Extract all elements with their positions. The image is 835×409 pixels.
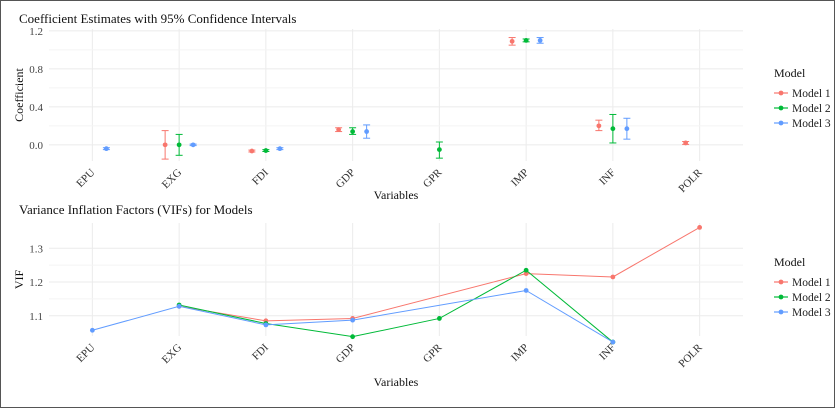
legend-entry-label: Model 2 xyxy=(792,103,831,115)
panel-1 xyxy=(49,29,788,161)
legend-title: Model xyxy=(774,66,806,80)
legend-entry-label: Model 3 xyxy=(792,307,831,319)
data-point xyxy=(436,316,442,321)
x-tick-label: POLR xyxy=(676,341,705,370)
x-tick-label: GPR xyxy=(421,341,445,365)
x-tick-label: GPR xyxy=(421,166,445,190)
legend-entry-label: Model 1 xyxy=(792,277,831,289)
x-tick-label: GDP xyxy=(334,167,358,191)
data-point xyxy=(537,37,543,43)
data-point xyxy=(190,142,196,148)
y-axis-label: Coefficient xyxy=(12,67,26,121)
data-point xyxy=(263,322,269,328)
data-point xyxy=(350,317,356,323)
data-point xyxy=(523,37,529,43)
data-point xyxy=(350,334,356,340)
series-line-model-3 xyxy=(92,289,614,343)
x-tick-label: EXG xyxy=(160,167,185,192)
data-point xyxy=(364,129,370,134)
x-tick-label: FDI xyxy=(250,166,271,187)
data-point xyxy=(610,274,616,280)
legend-key-point xyxy=(778,279,784,285)
legend-entry-label: Model 1 xyxy=(792,88,831,100)
legend-key-point xyxy=(778,90,784,96)
y-tick-label: 0.4 xyxy=(29,102,43,114)
x-axis-label: Variables xyxy=(374,375,419,389)
x-tick-label: INF xyxy=(597,342,618,363)
data-point xyxy=(523,271,529,276)
y-tick-label: 0.0 xyxy=(29,140,43,152)
legend-key-point xyxy=(778,105,784,111)
y-tick-label: 0.8 xyxy=(29,64,43,76)
x-tick-label: GDP xyxy=(334,342,358,366)
data-point xyxy=(624,126,630,132)
x-axis-label: Variables xyxy=(374,188,419,202)
data-point xyxy=(509,38,515,44)
x-tick-label: POLR xyxy=(676,166,705,195)
data-point xyxy=(263,148,269,153)
legend-key-point xyxy=(778,309,784,315)
x-tick-label: INF xyxy=(597,167,618,188)
legend-key-point xyxy=(778,294,784,300)
data-point xyxy=(336,127,342,133)
chart-title: Coefficient Estimates with 95% Confidenc… xyxy=(19,11,296,26)
x-tick-label: EPU xyxy=(74,167,97,190)
data-point xyxy=(697,224,703,230)
data-point xyxy=(610,339,616,345)
data-point xyxy=(89,327,95,333)
data-point xyxy=(436,147,442,153)
legend-entry-label: Model 3 xyxy=(792,118,831,130)
data-point xyxy=(683,140,689,146)
x-tick-label: FDI xyxy=(250,341,271,362)
legend-title: Model xyxy=(774,255,806,269)
series-line-model-2 xyxy=(179,269,614,343)
data-point xyxy=(523,288,529,293)
y-tick-label: 1.3 xyxy=(29,243,43,255)
data-point xyxy=(162,142,168,148)
y-tick-label: 1.1 xyxy=(29,311,43,323)
x-tick-label: IMP xyxy=(509,167,531,189)
data-point xyxy=(176,303,182,309)
data-point xyxy=(610,126,616,132)
data-point xyxy=(523,267,529,273)
y-tick-label: 1.2 xyxy=(29,277,43,289)
data-point xyxy=(277,146,283,152)
x-tick-label: IMP xyxy=(509,342,531,364)
chart-title: Variance Inflation Factors (VIFs) for Mo… xyxy=(19,202,253,217)
data-point xyxy=(103,146,109,152)
x-tick-label: EXG xyxy=(160,342,185,367)
x-tick-label: EPU xyxy=(74,342,97,365)
y-axis-label: VIF xyxy=(12,270,26,290)
panel-2 xyxy=(49,223,788,345)
series-line-model-1 xyxy=(179,226,700,322)
y-tick-label: 1.2 xyxy=(29,26,43,38)
legend-entry-label: Model 2 xyxy=(792,292,831,304)
data-point xyxy=(249,148,255,154)
data-point xyxy=(176,142,182,148)
legend-key-point xyxy=(778,120,784,126)
data-point xyxy=(350,129,356,134)
data-point xyxy=(596,123,602,129)
